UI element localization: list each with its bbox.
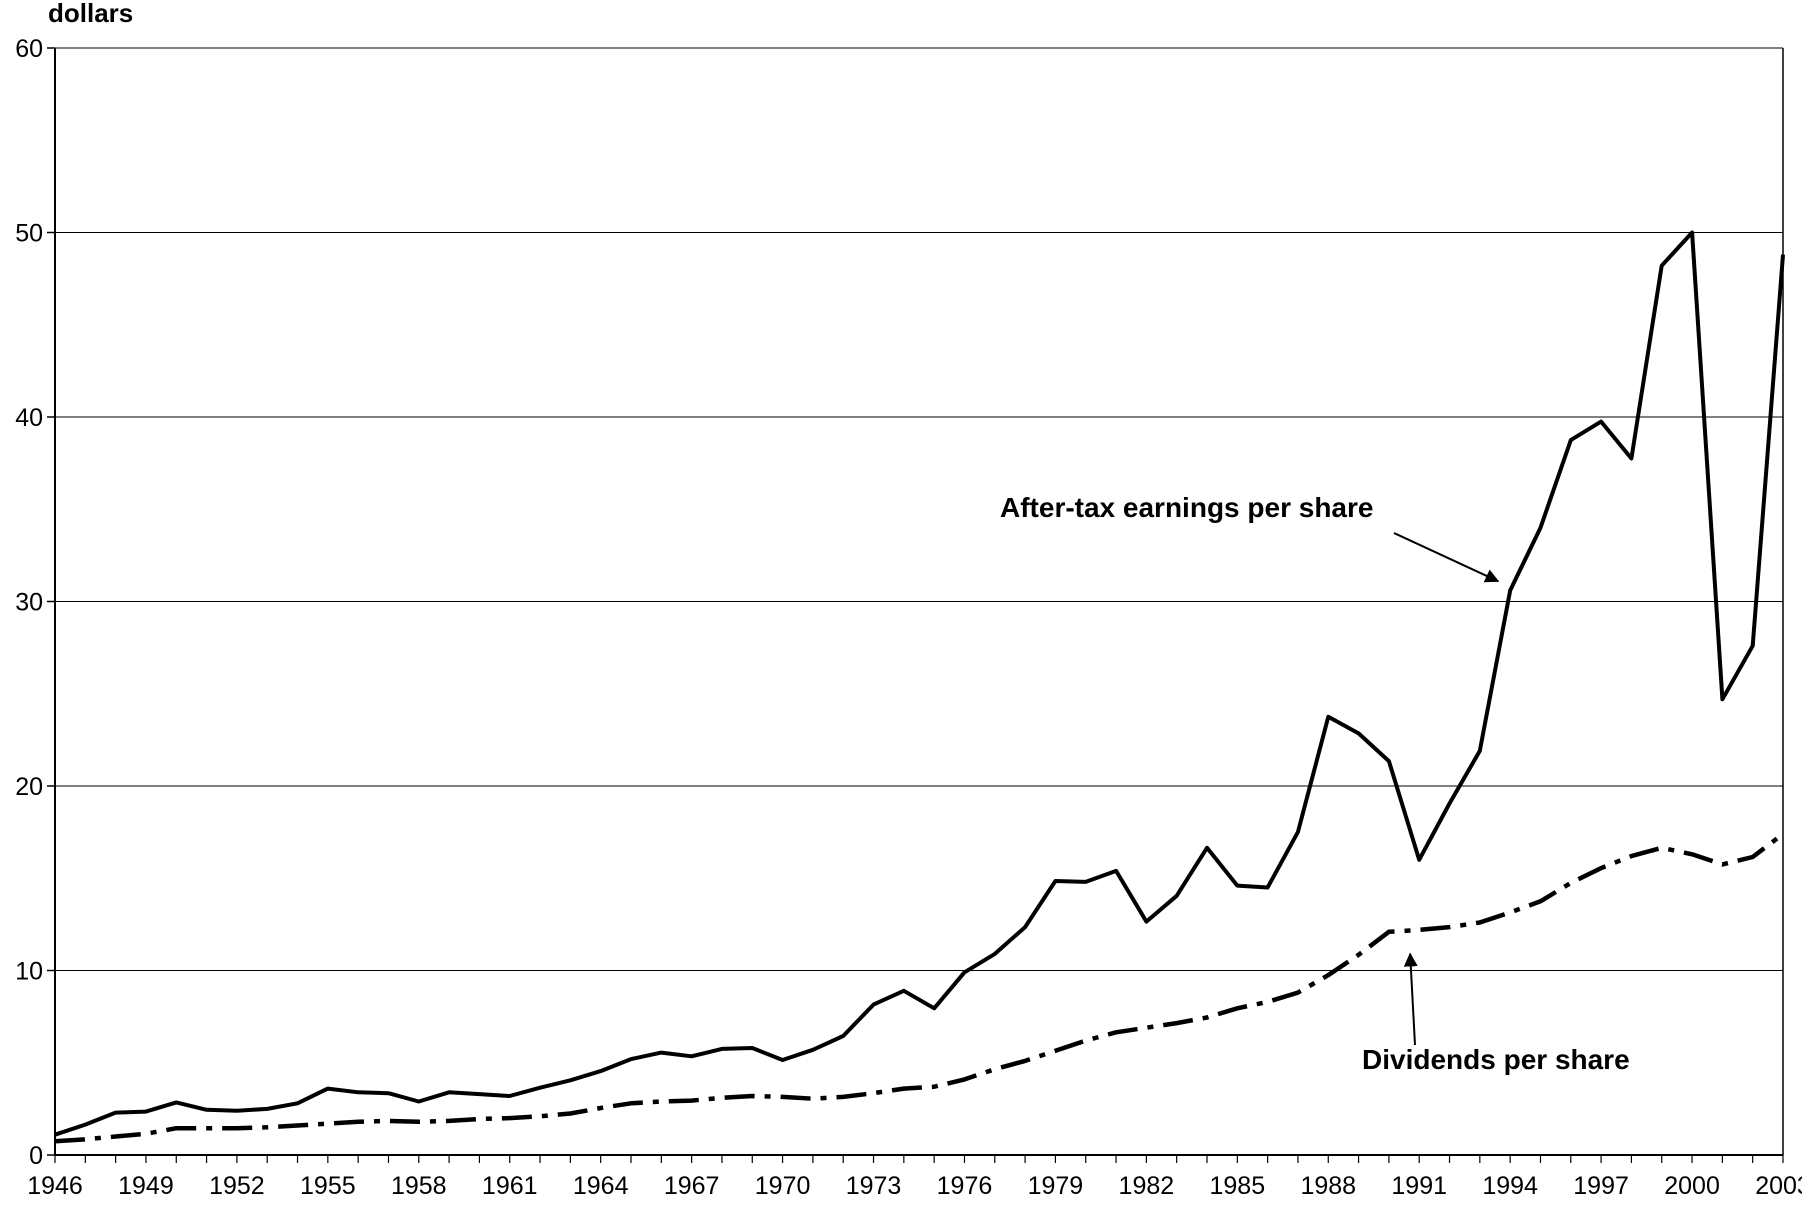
x-tick-label-1958: 1958 <box>391 1172 447 1200</box>
y-tick-label-10: 10 <box>15 958 43 986</box>
x-tick-label-1973: 1973 <box>846 1172 902 1200</box>
annotations: After-tax earnings per share Dividends pe… <box>1000 492 1630 1075</box>
earnings-annotation-label: After-tax earnings per share <box>1000 492 1373 523</box>
x-tick-label-2000: 2000 <box>1664 1172 1720 1200</box>
y-axis-ticks: 0 10 20 30 40 50 60 <box>15 35 55 1170</box>
x-tick-label-1988: 1988 <box>1300 1172 1356 1200</box>
y-axis-unit-label: dollars <box>48 0 133 28</box>
x-tick-label-1976: 1976 <box>937 1172 993 1200</box>
y-tick-label-0: 0 <box>29 1142 43 1170</box>
y-tick-label-60: 60 <box>15 35 43 63</box>
y-tick-label-30: 30 <box>15 589 43 617</box>
earnings-annotation-arrow <box>1393 532 1500 583</box>
dividends-annotation-arrow <box>1403 952 1418 1046</box>
x-tick-label-1961: 1961 <box>482 1172 538 1200</box>
x-tick-label-1979: 1979 <box>1028 1172 1084 1200</box>
y-tick-label-50: 50 <box>15 220 43 248</box>
y-tick-label-20: 20 <box>15 773 43 801</box>
x-tick-label-1955: 1955 <box>300 1172 356 1200</box>
dividends-per-share-line <box>54 832 1785 1144</box>
x-tick-label-1991: 1991 <box>1391 1172 1447 1200</box>
x-axis-ticks: 1946 1949 1952 1955 1958 1961 1964 1967 1970 1973… <box>27 1155 1802 1200</box>
x-tick-label-1997: 1997 <box>1573 1172 1629 1200</box>
x-tick-label-1949: 1949 <box>118 1172 174 1200</box>
x-tick-label-1952: 1952 <box>209 1172 265 1200</box>
x-tick-label-1946: 1946 <box>27 1172 83 1200</box>
x-tick-label-1967: 1967 <box>664 1172 720 1200</box>
x-tick-label-1970: 1970 <box>755 1172 811 1200</box>
x-tick-label-1994: 1994 <box>1482 1172 1538 1200</box>
series-lines <box>54 230 1785 1144</box>
y-tick-label-40: 40 <box>15 404 43 432</box>
dividends-annotation-label: Dividends per share <box>1362 1044 1630 1075</box>
earnings-per-share-line <box>54 230 1785 1137</box>
x-tick-label-2003: 2003 <box>1755 1172 1802 1200</box>
x-tick-label-1964: 1964 <box>573 1172 629 1200</box>
x-tick-label-1982: 1982 <box>1119 1172 1175 1200</box>
gridlines <box>55 47 1783 971</box>
x-tick-label-1985: 1985 <box>1210 1172 1266 1200</box>
